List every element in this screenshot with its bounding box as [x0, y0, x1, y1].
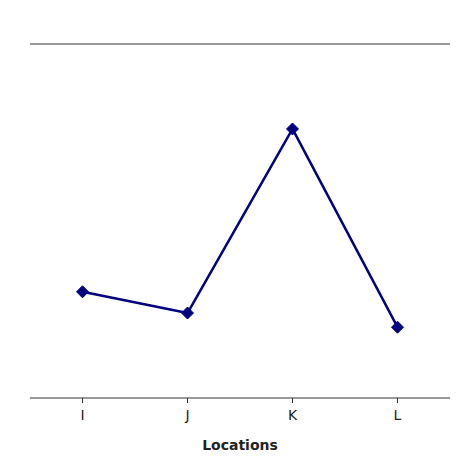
x-tick-label: L: [394, 407, 402, 423]
marker: [287, 123, 299, 135]
x-tick-label: I: [80, 407, 84, 423]
chart: I J K L Locations: [0, 0, 474, 474]
plot-background: [30, 44, 450, 398]
marker: [77, 286, 89, 298]
line: [83, 129, 398, 327]
x-axis-line: [30, 398, 450, 399]
x-tick: [82, 398, 83, 403]
x-tick: [397, 398, 398, 403]
axis-top-line: [30, 44, 450, 45]
x-tick-label: K: [288, 407, 298, 423]
x-axis-label: Locations: [202, 437, 278, 453]
marker: [392, 321, 404, 333]
x-tick: [187, 398, 188, 403]
marker: [182, 307, 194, 319]
plot-area: [77, 123, 404, 333]
chart-container: I J K L Locations: [0, 0, 474, 474]
x-tick-label: J: [184, 407, 189, 423]
x-tick: [292, 398, 293, 403]
